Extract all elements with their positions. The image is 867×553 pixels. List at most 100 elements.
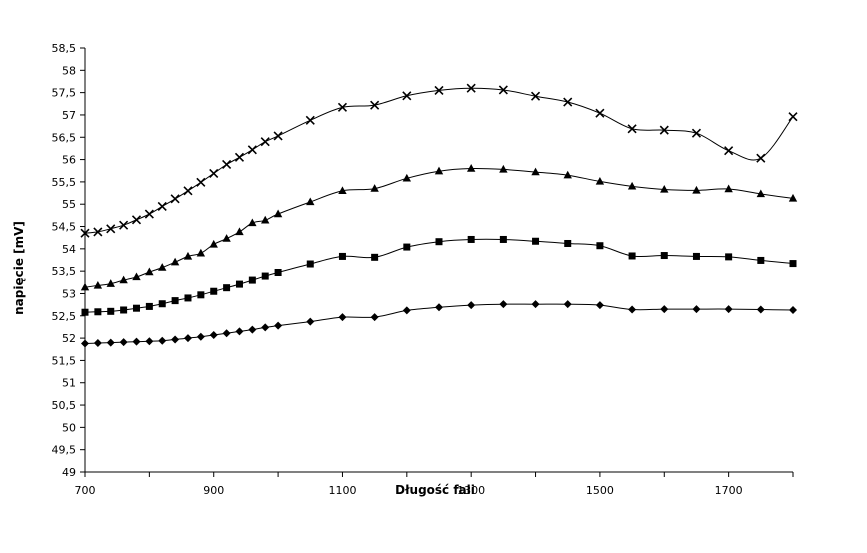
- data-point-x: [337, 102, 348, 112]
- y-tick-label: 56: [62, 154, 76, 167]
- data-point-square: [660, 252, 668, 260]
- data-point-square: [499, 235, 507, 243]
- series-group: [80, 83, 798, 348]
- data-point-triangle: [788, 193, 798, 202]
- data-point-square: [692, 252, 700, 260]
- data-point-x: [724, 146, 734, 156]
- data-point-x: [93, 227, 103, 237]
- data-point-triangle: [499, 164, 508, 173]
- data-point-triangle: [209, 239, 218, 248]
- data-point-diamond: [235, 327, 244, 336]
- y-tick-label: 58: [62, 64, 76, 77]
- data-point-square: [467, 235, 475, 243]
- data-point-square: [81, 308, 89, 316]
- data-point-triangle: [106, 279, 115, 287]
- data-point-triangle: [235, 227, 244, 236]
- data-point-triangle: [93, 280, 103, 289]
- data-point-square: [274, 268, 282, 276]
- data-point-diamond: [435, 303, 443, 312]
- data-point-triangle: [402, 173, 412, 182]
- x-axis-title: Długość fali: [395, 483, 475, 497]
- y-tick-label: 54: [62, 243, 76, 256]
- data-point-square: [223, 284, 231, 292]
- axes: 49 49,5 50 50,5 51 51,5 52 52,5 53 53,5 54 54,5 55 55…: [52, 42, 794, 497]
- data-point-x: [434, 85, 444, 95]
- data-point-square: [628, 252, 636, 260]
- y-tick-label: 54,5: [52, 221, 77, 234]
- data-point-triangle: [261, 215, 270, 224]
- data-point-square: [132, 304, 140, 312]
- data-point-x: [530, 91, 541, 101]
- data-point-x: [222, 159, 232, 170]
- data-point-diamond: [338, 313, 347, 322]
- series-diamond: [81, 300, 797, 348]
- data-point-diamond: [724, 305, 733, 314]
- data-point-x: [498, 85, 508, 95]
- data-point-diamond: [595, 301, 604, 310]
- data-point-triangle: [563, 170, 572, 179]
- data-point-diamond: [261, 323, 270, 332]
- data-point-diamond: [467, 301, 476, 310]
- data-point-square: [145, 302, 153, 310]
- data-point-triangle: [306, 197, 315, 206]
- data-point-square: [564, 239, 572, 247]
- data-point-diamond: [81, 339, 89, 348]
- data-point-diamond: [119, 338, 128, 347]
- data-point-triangle: [196, 248, 206, 257]
- data-point-diamond: [132, 337, 141, 346]
- data-point-diamond: [756, 305, 765, 314]
- data-point-triangle: [434, 166, 444, 175]
- data-point-square: [725, 253, 733, 261]
- y-tick-label: 50: [62, 421, 76, 434]
- x-tick-label: 700: [75, 484, 96, 497]
- data-point-square: [197, 291, 205, 299]
- data-point-x: [627, 124, 637, 134]
- data-point-diamond: [106, 338, 115, 347]
- data-point-diamond: [660, 305, 669, 314]
- data-point-square: [184, 294, 192, 302]
- data-point-x: [119, 220, 129, 230]
- data-point-diamond: [222, 329, 231, 338]
- data-point-triangle: [756, 189, 766, 198]
- data-point-x: [196, 177, 206, 187]
- y-tick-label: 49,5: [52, 444, 77, 457]
- data-point-square: [789, 260, 797, 268]
- data-point-x: [466, 83, 476, 93]
- x-tick-label: 1500: [586, 484, 614, 497]
- data-point-triangle: [370, 184, 379, 192]
- y-tick-label: 55: [62, 198, 76, 211]
- data-point-x: [106, 224, 116, 234]
- data-point-triangle: [119, 275, 128, 284]
- y-tick-label: 57,5: [52, 87, 77, 100]
- data-point-triangle: [248, 218, 257, 227]
- y-tick-label: 52,5: [52, 310, 77, 323]
- data-point-x: [756, 153, 766, 163]
- y-tick-label: 58,5: [52, 42, 77, 55]
- data-point-square: [235, 280, 243, 288]
- data-point-x: [183, 186, 193, 196]
- data-point-triangle: [531, 167, 540, 176]
- data-point-square: [757, 256, 765, 264]
- data-point-x: [659, 125, 669, 135]
- data-point-x: [209, 168, 219, 178]
- data-point-triangle: [80, 282, 90, 291]
- data-point-diamond: [183, 334, 192, 343]
- data-point-square: [261, 272, 269, 280]
- data-point-square: [171, 297, 179, 305]
- data-point-triangle: [692, 185, 701, 194]
- data-point-square: [306, 260, 314, 268]
- data-point-diamond: [196, 332, 205, 341]
- data-point-diamond: [370, 313, 379, 322]
- y-axis-title: napięcie [mV]: [12, 221, 26, 315]
- data-point-diamond: [274, 321, 283, 330]
- data-point-square: [371, 253, 379, 261]
- data-point-triangle: [273, 209, 283, 218]
- y-tick-label: 51,5: [52, 354, 77, 367]
- x-tick-label: 1300: [457, 484, 485, 497]
- data-point-x: [144, 209, 154, 219]
- data-point-triangle: [660, 184, 669, 193]
- y-tick-label: 51: [62, 377, 76, 390]
- data-point-square: [210, 287, 218, 295]
